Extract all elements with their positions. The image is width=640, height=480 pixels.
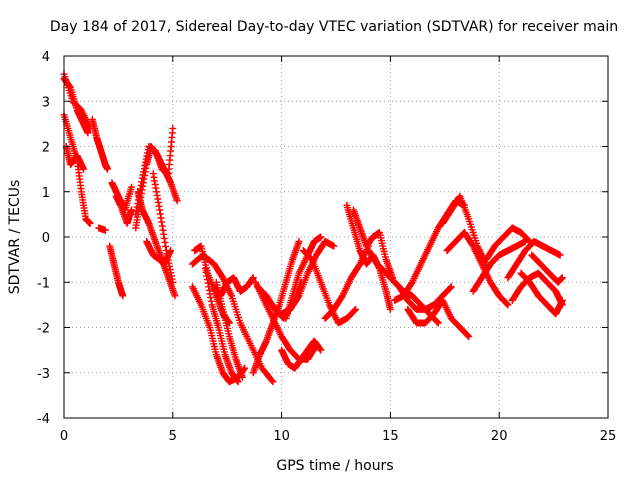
series-arc-18 — [201, 265, 242, 386]
y-tick-label: -3 — [37, 367, 50, 382]
y-tick-label: -4 — [37, 412, 50, 427]
grid-lines — [64, 56, 608, 418]
series-arc-34 — [404, 296, 473, 341]
data-point-markers — [482, 224, 534, 264]
data-point-markers — [528, 251, 566, 286]
x-tick-label: 10 — [273, 429, 290, 444]
data-point-markers — [278, 238, 338, 318]
chart-title: Day 184 of 2017, Sidereal Day-to-day VTE… — [50, 19, 618, 35]
series-arc-42 — [528, 251, 566, 286]
y-tick-label: 1 — [42, 186, 50, 201]
y-tick-label: 2 — [42, 141, 50, 156]
series-arc-37 — [469, 238, 529, 295]
series-arc-30 — [349, 206, 397, 282]
x-tick-label: 25 — [600, 429, 617, 444]
data-point-markers — [504, 238, 564, 282]
data-markers — [60, 70, 566, 386]
x-tick-label: 15 — [382, 429, 399, 444]
data-point-markers — [88, 115, 111, 173]
series-arc-38 — [482, 224, 534, 264]
y-tick-label: 4 — [42, 50, 50, 65]
data-point-markers — [149, 170, 177, 286]
series-arc-36 — [443, 229, 512, 309]
data-point-markers — [469, 238, 529, 295]
series-arc-14 — [143, 238, 175, 268]
series-arc-11 — [132, 124, 177, 218]
series-arc-24 — [278, 337, 325, 372]
x-tick-label: 20 — [491, 429, 508, 444]
data-point-markers — [508, 269, 566, 309]
data-point-markers — [132, 124, 177, 218]
data-point-markers — [404, 296, 473, 341]
data-point-markers — [201, 265, 242, 386]
y-tick-label: 0 — [42, 231, 50, 246]
y-tick-label: -2 — [37, 322, 50, 337]
x-tick-label: 5 — [169, 429, 177, 444]
data-point-markers — [517, 269, 566, 318]
series-arc-35 — [439, 192, 490, 268]
series-arc-13 — [149, 170, 177, 286]
series-arc-40 — [508, 269, 566, 309]
data-point-markers — [143, 238, 175, 268]
data-point-markers — [188, 251, 277, 386]
data-point-markers — [439, 192, 490, 268]
series-arc-39 — [504, 238, 564, 282]
data-point-markers — [278, 337, 325, 372]
x-axis-title: GPS time / hours — [276, 458, 393, 474]
data-point-markers — [62, 143, 88, 173]
y-tick-label: 3 — [42, 95, 50, 110]
y-axis-title: SDTVAR / TECUs — [7, 180, 23, 295]
data-point-markers — [210, 274, 257, 300]
data-point-markers — [349, 206, 397, 282]
series-arc-4 — [62, 143, 88, 173]
x-tick-label: 0 — [60, 429, 68, 444]
series-arc-41 — [517, 269, 566, 318]
series-arc-20 — [210, 274, 257, 300]
series-arc-9 — [112, 192, 135, 227]
data-point-markers — [443, 229, 512, 309]
data-point-markers — [112, 192, 135, 227]
y-tick-label: -1 — [37, 276, 50, 291]
data-point-markers — [95, 224, 109, 234]
series-arc-6 — [95, 224, 109, 234]
series-arc-5 — [88, 115, 111, 173]
series-arc-16 — [188, 251, 277, 386]
data-point-markers — [106, 242, 127, 300]
series-arc-7 — [106, 242, 127, 300]
series-arc-26 — [278, 238, 338, 318]
